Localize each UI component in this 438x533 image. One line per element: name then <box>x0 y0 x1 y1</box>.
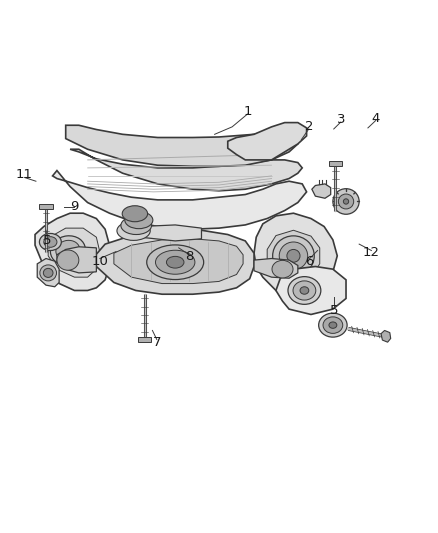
Ellipse shape <box>155 250 195 274</box>
Polygon shape <box>53 171 307 229</box>
Polygon shape <box>57 247 96 273</box>
Ellipse shape <box>44 237 57 247</box>
Ellipse shape <box>293 281 316 300</box>
Text: 3: 3 <box>336 114 345 126</box>
Polygon shape <box>228 123 307 160</box>
Polygon shape <box>138 337 151 342</box>
Ellipse shape <box>50 236 85 265</box>
Text: 12: 12 <box>363 246 380 259</box>
Ellipse shape <box>39 233 61 251</box>
Polygon shape <box>66 125 298 166</box>
Text: 4: 4 <box>371 112 380 125</box>
Ellipse shape <box>300 287 309 294</box>
Polygon shape <box>276 266 346 314</box>
Polygon shape <box>70 149 302 191</box>
Polygon shape <box>267 230 320 281</box>
Polygon shape <box>48 228 101 277</box>
Polygon shape <box>114 239 243 284</box>
Polygon shape <box>328 161 342 166</box>
Polygon shape <box>35 213 110 290</box>
Ellipse shape <box>56 240 80 261</box>
Text: 10: 10 <box>92 255 108 268</box>
Polygon shape <box>96 230 254 294</box>
Text: 8: 8 <box>185 251 194 263</box>
Ellipse shape <box>125 212 153 229</box>
Ellipse shape <box>147 245 204 279</box>
Ellipse shape <box>287 249 300 262</box>
Ellipse shape <box>121 216 152 235</box>
Ellipse shape <box>343 199 349 204</box>
Text: 7: 7 <box>152 336 161 349</box>
Ellipse shape <box>272 260 293 278</box>
Polygon shape <box>37 259 59 287</box>
Ellipse shape <box>323 317 343 334</box>
Ellipse shape <box>279 242 308 270</box>
Ellipse shape <box>122 206 148 222</box>
Text: 6: 6 <box>305 255 314 268</box>
Text: 5: 5 <box>329 304 338 317</box>
Text: 1: 1 <box>243 106 252 118</box>
Polygon shape <box>312 184 331 198</box>
Ellipse shape <box>329 322 337 328</box>
Polygon shape <box>254 259 298 278</box>
Text: 5: 5 <box>43 235 52 247</box>
Ellipse shape <box>288 277 321 304</box>
Ellipse shape <box>338 194 354 209</box>
Ellipse shape <box>57 250 79 270</box>
Ellipse shape <box>333 189 359 214</box>
Text: 9: 9 <box>70 200 79 213</box>
Ellipse shape <box>166 256 184 268</box>
Text: 2: 2 <box>304 120 313 133</box>
Ellipse shape <box>318 313 347 337</box>
Polygon shape <box>39 204 53 209</box>
Ellipse shape <box>272 236 314 276</box>
Polygon shape <box>254 213 337 296</box>
Text: 11: 11 <box>16 168 33 181</box>
Ellipse shape <box>40 265 57 281</box>
Ellipse shape <box>43 269 53 277</box>
Polygon shape <box>140 225 201 241</box>
Polygon shape <box>381 330 391 342</box>
Ellipse shape <box>117 221 150 240</box>
